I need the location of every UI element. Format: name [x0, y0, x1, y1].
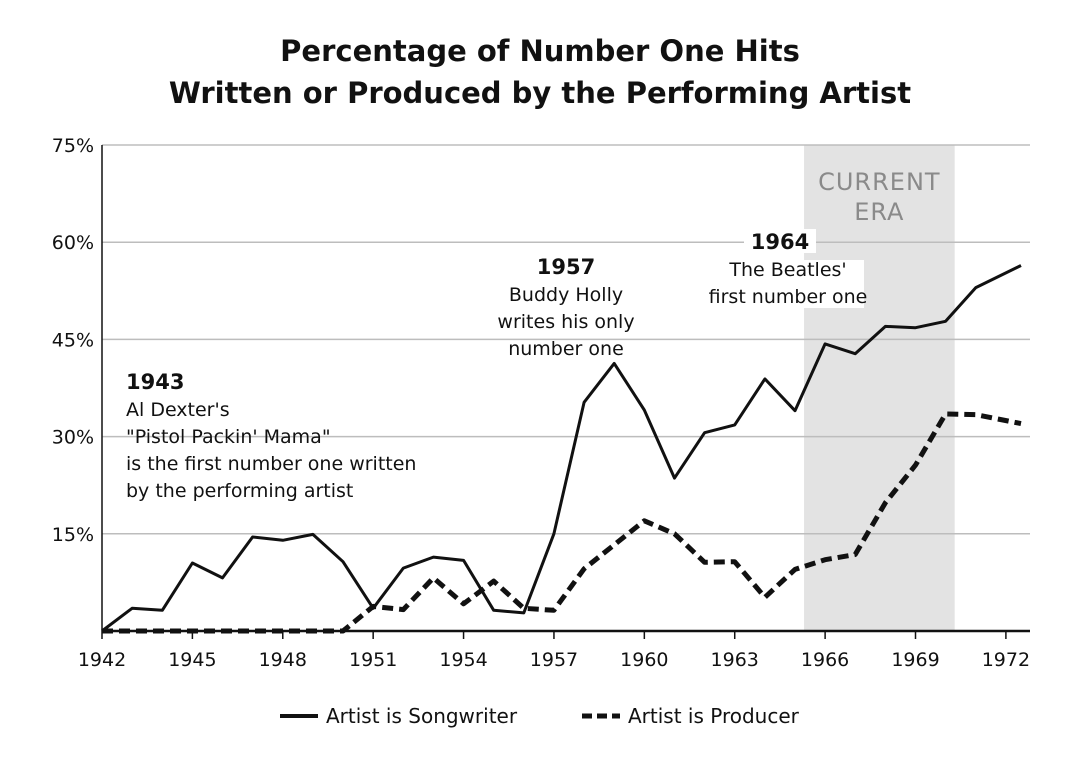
annotation-1964: 1964 The Beatles' first number one [709, 229, 868, 308]
annotation-1943: 1943 Al Dexter's "Pistol Packin' Mama" i… [126, 370, 416, 502]
series-line-songwriter [101, 264, 1022, 633]
annotation-1943-line-1: Al Dexter's [126, 399, 230, 421]
series-line-producer [102, 411, 1022, 634]
current-era-label-line-1: CURRENT [818, 168, 940, 196]
x-tick-label: 1942 [78, 649, 126, 671]
y-tick-label: 45% [52, 329, 94, 351]
annotation-1964-backdrop [744, 229, 816, 253]
y-tick-label: 15% [52, 524, 94, 546]
x-tick-label: 1969 [891, 649, 939, 671]
x-tick-label: 1966 [801, 649, 849, 671]
legend-label-producer: Artist is Producer [628, 704, 800, 728]
x-tick-label: 1945 [168, 649, 216, 671]
annotation-1964-line-1: The Beatles' [728, 259, 846, 281]
annotation-1957-year: 1957 [537, 255, 595, 279]
annotation-1943-line-2: "Pistol Packin' Mama" [126, 426, 331, 448]
series [101, 264, 1022, 634]
x-tick-label: 1972 [982, 649, 1030, 671]
annotation-1964-text-backdrop [712, 260, 864, 308]
current-era-shading [804, 145, 955, 631]
legend: Artist is Songwriter Artist is Producer [280, 704, 800, 728]
y-axis-ticks: 75% 60% 45% 30% 15% [52, 135, 94, 546]
annotation-1943-year: 1943 [126, 370, 184, 394]
chart-title-line-1: Percentage of Number One Hits [280, 34, 800, 68]
x-tick-label: 1951 [349, 649, 397, 671]
x-tick-label: 1954 [439, 649, 487, 671]
annotation-1957-line-2: writes his only [497, 311, 634, 333]
annotation-1957-line-3: number one [508, 338, 624, 360]
legend-label-songwriter: Artist is Songwriter [326, 704, 518, 728]
annotation-1943-line-3: is the first number one written [126, 453, 416, 475]
x-tick-label: 1948 [259, 649, 307, 671]
x-tick-label: 1963 [711, 649, 759, 671]
x-tick-label: 1960 [620, 649, 668, 671]
current-era-label-line-2: ERA [854, 198, 904, 226]
y-tick-label: 75% [52, 135, 94, 157]
gridlines [102, 144, 1030, 535]
y-tick-label: 30% [52, 427, 94, 449]
annotation-1943-line-4: by the performing artist [126, 480, 353, 502]
current-era-region: CURRENT ERA [804, 145, 955, 631]
x-axis-ticks: 1942 1945 1948 1951 1954 1957 1960 1963 1966 1969… [78, 631, 1030, 671]
chart-title-line-2: Written or Produced by the Performing Ar… [169, 76, 911, 110]
annotation-1964-year: 1964 [751, 230, 809, 254]
chart-title: Percentage of Number One Hits Written or… [169, 34, 911, 110]
x-tick-label: 1957 [530, 649, 578, 671]
annotation-1957: 1957 Buddy Holly writes his only number … [497, 255, 634, 360]
annotation-1957-line-1: Buddy Holly [509, 284, 623, 306]
annotation-1964-line-2: first number one [709, 286, 868, 308]
y-tick-label: 60% [52, 232, 94, 254]
